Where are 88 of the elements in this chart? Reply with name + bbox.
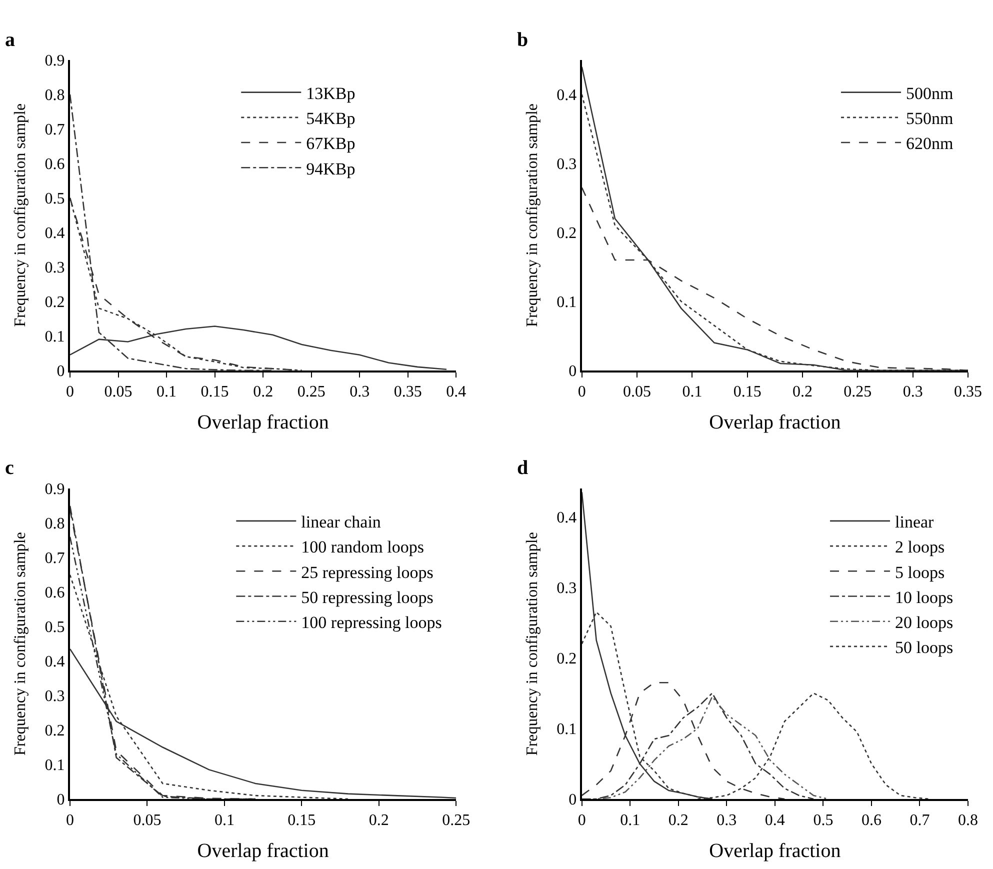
legend-label: 50 loops bbox=[895, 638, 954, 658]
x-tick-label: 0.5 bbox=[813, 812, 834, 830]
x-tick-label: 0.7 bbox=[910, 812, 930, 830]
x-tick-label: 0.3 bbox=[716, 812, 737, 830]
x-tick-label: 0.15 bbox=[733, 384, 762, 401]
y-tick-label: 0.9 bbox=[44, 481, 65, 498]
y-tick-label: 0.3 bbox=[44, 260, 65, 277]
x-tick-label: 0.4 bbox=[446, 384, 466, 401]
x-tick-label: 0.1 bbox=[682, 384, 702, 401]
legend-label: 5 loops bbox=[895, 562, 945, 582]
legend-label: 620nm bbox=[906, 134, 954, 154]
legend-label: 67KBp bbox=[306, 134, 356, 154]
legend-label: 2 loops bbox=[895, 538, 945, 557]
legend-label: 25 repressing loops bbox=[301, 562, 434, 582]
x-tick-label: 0.15 bbox=[288, 812, 316, 830]
legend-label: linear chain bbox=[301, 512, 382, 532]
y-tick-label: 0.6 bbox=[44, 584, 65, 602]
y-axis-title: Frequency in configuration sample bbox=[12, 532, 30, 756]
y-tick-label: 0.4 bbox=[556, 87, 577, 104]
y-tick-label: 0.1 bbox=[556, 721, 577, 738]
legend-label: 50 repressing loops bbox=[301, 588, 434, 607]
x-tick-label: 0.1 bbox=[156, 384, 177, 401]
y-tick-label: 0.3 bbox=[556, 156, 577, 174]
x-axis-title: Overlap fraction bbox=[197, 840, 329, 862]
y-tick-label: 0.2 bbox=[556, 225, 577, 242]
legend-label: 13KBp bbox=[306, 84, 356, 103]
y-tick-label: 0.2 bbox=[44, 294, 65, 312]
legend-label: 20 loops bbox=[895, 612, 954, 632]
x-tick-label: 0.05 bbox=[623, 384, 652, 401]
y-tick-label: 0.5 bbox=[44, 619, 65, 636]
y-tick-label: 0.9 bbox=[44, 52, 65, 70]
legend-label: 100 random loops bbox=[301, 538, 424, 557]
x-tick-label: 0.05 bbox=[104, 384, 132, 401]
x-tick-label: 0.15 bbox=[200, 384, 229, 401]
y-axis-title: Frequency in configuration sample bbox=[524, 532, 542, 756]
y-tick-label: 0.1 bbox=[556, 294, 577, 312]
y-tick-label: 0.1 bbox=[44, 757, 65, 774]
y-tick-label: 0.7 bbox=[44, 122, 65, 139]
y-tick-label: 0.3 bbox=[44, 688, 65, 706]
x-tick-label: 0.1 bbox=[620, 812, 640, 830]
legend-label: 10 loops bbox=[895, 588, 954, 607]
y-tick-label: 0.6 bbox=[44, 156, 65, 174]
x-tick-label: 0.35 bbox=[394, 384, 422, 401]
x-axis-title: Overlap fraction bbox=[709, 840, 841, 862]
x-tick-label: 0.4 bbox=[764, 812, 785, 830]
y-tick-label: 0.4 bbox=[44, 654, 65, 671]
chart-title: d bbox=[517, 457, 528, 479]
y-tick-label: 0.8 bbox=[44, 87, 65, 104]
legend-label: 54KBp bbox=[306, 109, 356, 128]
legend-label: linear bbox=[895, 512, 934, 532]
y-axis-title: Frequency in configuration sample bbox=[524, 103, 542, 327]
x-axis-title: Overlap fraction bbox=[709, 412, 841, 434]
y-tick-label: 0.4 bbox=[44, 225, 65, 242]
y-tick-label: 0 bbox=[568, 792, 577, 809]
x-tick-label: 0.6 bbox=[861, 812, 882, 830]
y-tick-label: 0.3 bbox=[556, 580, 577, 597]
x-tick-label: 0.2 bbox=[668, 812, 688, 830]
y-tick-label: 0.5 bbox=[44, 190, 65, 208]
chart-title: b bbox=[517, 29, 528, 51]
y-tick-label: 0.1 bbox=[44, 328, 65, 346]
y-tick-label: 0 bbox=[56, 792, 65, 809]
y-tick-label: 0 bbox=[568, 362, 577, 380]
x-tick-label: 0.05 bbox=[133, 812, 162, 830]
y-tick-label: 0 bbox=[56, 362, 65, 380]
legend-label: 550nm bbox=[906, 109, 954, 128]
y-tick-label: 0.4 bbox=[556, 509, 577, 526]
chart-title: c bbox=[5, 457, 14, 479]
y-tick-label: 0.8 bbox=[44, 516, 65, 533]
y-tick-label: 0.7 bbox=[44, 550, 65, 568]
y-axis-title: Frequency in configuration sample bbox=[12, 103, 30, 327]
y-tick-label: 0.2 bbox=[44, 722, 65, 740]
legend-label: 94KBp bbox=[306, 159, 356, 178]
x-tick-label: 0.25 bbox=[442, 812, 470, 830]
x-tick-label: 0.25 bbox=[844, 384, 872, 401]
x-axis-title: Overlap fraction bbox=[197, 412, 329, 434]
x-tick-label: 0.1 bbox=[214, 812, 234, 830]
x-tick-label: 0.35 bbox=[954, 384, 982, 401]
x-tick-label: 0.25 bbox=[297, 384, 326, 401]
x-tick-label: 0.3 bbox=[902, 384, 923, 401]
x-tick-label: 0.3 bbox=[350, 384, 370, 401]
chart-title: a bbox=[5, 29, 15, 51]
y-tick-label: 0.2 bbox=[556, 650, 577, 668]
x-tick-label: 0.2 bbox=[368, 812, 389, 830]
legend-label: 500nm bbox=[906, 84, 954, 103]
x-tick-label: 0.8 bbox=[958, 812, 978, 830]
x-tick-label: 0.2 bbox=[253, 384, 274, 401]
legend-label: 100 repressing loops bbox=[301, 612, 442, 632]
x-tick-label: 0.2 bbox=[792, 384, 813, 401]
